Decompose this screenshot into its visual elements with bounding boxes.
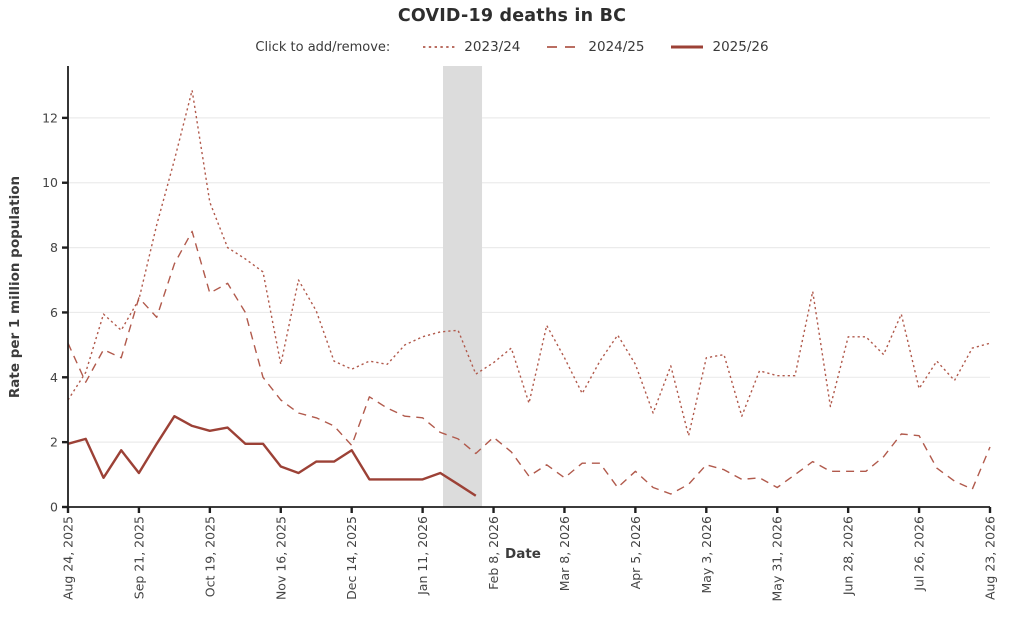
x-tick-label: Feb 8, 2026 — [486, 516, 501, 590]
legend-item-2025-26[interactable]: 2025/26 — [670, 39, 769, 55]
x-tick-label: Jul 26, 2026 — [912, 516, 927, 592]
x-tick-label: Oct 19, 2025 — [202, 516, 217, 597]
series-line-2024-25 — [67, 230, 991, 495]
legend-item-2023-24[interactable]: 2023/24 — [422, 39, 520, 55]
legend-item-label: 2023/24 — [464, 39, 521, 55]
y-axis-title: Rate per 1 million population — [7, 175, 23, 399]
chart-title: COVID-19 deaths in BC — [397, 6, 627, 26]
x-axis-title: Date — [505, 546, 541, 562]
legend-line-sample-solid — [671, 45, 704, 49]
y-tick-label: 2 — [50, 435, 58, 450]
legend-item-label: 2025/26 — [712, 39, 769, 55]
x-tick-label: Nov 16, 2025 — [273, 516, 288, 600]
recent-data-band — [443, 66, 483, 507]
x-tick-label: Jun 28, 2026 — [841, 516, 856, 596]
x-tick-label: Aug 23, 2026 — [983, 516, 998, 600]
x-tick-label: Aug 24, 2025 — [61, 516, 76, 600]
y-tick-label: 12 — [42, 110, 58, 125]
legend-instruction: Click to add/remove: — [255, 39, 391, 55]
y-tick-label: 6 — [50, 305, 58, 320]
x-tick-label: May 3, 2026 — [699, 516, 714, 594]
legend-item-2024-25[interactable]: 2024/25 — [546, 39, 644, 55]
y-tick-label: 8 — [50, 240, 58, 255]
y-tick-label: 4 — [50, 370, 58, 385]
series-line-2025-26 — [67, 415, 477, 497]
x-tick-label: Sep 21, 2025 — [131, 516, 146, 599]
y-tick-label: 0 — [50, 500, 58, 515]
x-tick-label: Jan 11, 2026 — [415, 516, 430, 596]
series-line-2023-24 — [67, 89, 991, 437]
x-tick-label: Dec 14, 2025 — [344, 516, 359, 600]
legend-line-sample-dotted — [423, 46, 456, 48]
legend-line-sample-dashed — [547, 46, 580, 48]
x-tick-label: Mar 8, 2026 — [557, 516, 572, 591]
legend: Click to add/remove: 2023/24 2024/25 202… — [0, 39, 1024, 55]
x-tick-label: Apr 5, 2026 — [628, 516, 643, 589]
legend-item-label: 2024/25 — [588, 39, 645, 55]
y-tick-label: 10 — [42, 175, 58, 190]
x-tick-label: May 31, 2026 — [770, 516, 785, 602]
